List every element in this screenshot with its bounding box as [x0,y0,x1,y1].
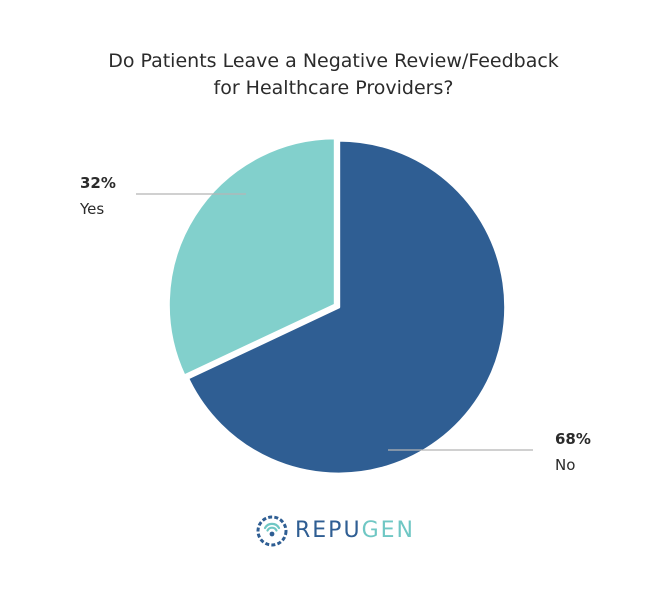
pie-slices [166,136,508,476]
pie-labels: 68% No 32% Yes [79,174,591,474]
chart-title-line-1: Do Patients Leave a Negative Review/Feed… [108,50,559,72]
pie-slice-no [186,138,508,476]
slice-name-no: No [555,456,575,474]
logo-text-part-1: REPU [295,518,362,543]
logo-text-part-2: GEN [361,518,415,543]
slice-name-yes: Yes [79,200,104,218]
chart-title-line-2: for Healthcare Providers? [213,77,454,99]
repugen-logo: REPUGEN [255,512,415,550]
repugen-logo-icon [256,515,288,547]
pie-slice-yes [166,136,337,378]
chart-title: Do Patients Leave a Negative Review/Feed… [0,48,667,102]
slice-percent-no: 68% [555,430,591,448]
slice-label-no: 68% No [555,430,591,474]
repugen-wordmark: REPUGEN [295,512,415,550]
slice-percent-yes: 32% [80,174,116,192]
slice-label-yes: 32% Yes [79,174,116,218]
